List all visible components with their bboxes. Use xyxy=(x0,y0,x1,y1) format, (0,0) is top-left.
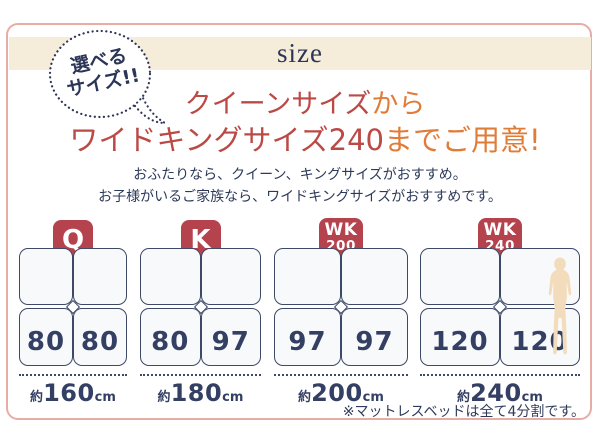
mattress-width-right: 97 xyxy=(341,308,408,366)
mattress-quadrant xyxy=(73,248,127,305)
badge-label: WK xyxy=(483,220,517,240)
headline-line1-accent: から xyxy=(371,89,426,120)
width-value: 200 xyxy=(311,379,363,407)
mattress-quadrant xyxy=(19,248,73,305)
bed-diagram-queen: Q 80 80 約160cm xyxy=(19,220,127,408)
mattress-quadrant xyxy=(140,248,201,305)
total-width-label: 約200cm xyxy=(274,379,408,407)
width-unit: cm xyxy=(521,390,543,405)
description: おふたりなら、クイーン、キングサイズがおすすめ。 お子様がいるご家族なら、ワイド… xyxy=(0,164,600,208)
headline-line2: ワイドキングサイズ240までご用意! xyxy=(5,122,600,158)
headline-line1-main: クイーンサイズ xyxy=(184,89,372,120)
mattress-width-left: 80 xyxy=(140,308,201,366)
headline-line2-accent: までご用意! xyxy=(383,123,541,157)
mattress-width-right: 97 xyxy=(200,308,261,366)
total-width-label: 約180cm xyxy=(140,379,261,407)
width-measure-line xyxy=(140,374,261,376)
mattress-width-right: 120 xyxy=(500,308,580,366)
width-value: 240 xyxy=(470,379,522,407)
width-unit: cm xyxy=(94,390,116,405)
width-unit: cm xyxy=(362,390,384,405)
approx-prefix: 約 xyxy=(298,390,312,405)
mattress-width-left: 120 xyxy=(420,308,500,366)
approx-prefix: 約 xyxy=(457,390,471,405)
mattress-grid: 97 97 xyxy=(274,248,408,367)
bed-diagram-king: K 80 97 約180cm xyxy=(140,220,261,408)
total-width-label: 約160cm xyxy=(19,379,127,407)
mattress-width-right: 80 xyxy=(73,308,127,366)
width-unit: cm xyxy=(222,390,244,405)
mattress-quadrant xyxy=(274,248,341,305)
description-line1: おふたりなら、クイーン、キングサイズがおすすめ。 xyxy=(133,167,467,183)
section-title: size xyxy=(277,38,323,68)
width-value: 180 xyxy=(170,379,223,407)
description-line2: お子様がいるご家族なら、ワイドキングサイズがおすすめです。 xyxy=(98,189,502,205)
person-silhouette-icon xyxy=(548,257,572,355)
speech-bubble-icon xyxy=(48,29,170,125)
bed-diagram-wideking-200: WK 200 97 97 約200cm xyxy=(274,218,408,408)
approx-prefix: 約 xyxy=(30,390,44,405)
width-measure-line xyxy=(274,374,408,376)
mattress-grid: 80 97 xyxy=(140,248,261,367)
mattress-grid: 80 80 xyxy=(19,248,127,367)
mattress-quadrant xyxy=(200,248,261,305)
badge-label: WK xyxy=(324,220,358,240)
headline-line1: クイーンサイズから xyxy=(5,88,600,122)
width-value: 160 xyxy=(43,379,95,407)
mattress-width-left: 97 xyxy=(274,308,341,366)
mattress-quadrant xyxy=(341,248,408,305)
width-measure-line xyxy=(19,374,127,376)
approx-prefix: 約 xyxy=(157,390,171,405)
badge-label: Q xyxy=(61,225,85,255)
headline-line2-main: ワイドキングサイズ240 xyxy=(69,123,384,157)
mattress-quadrant xyxy=(420,248,500,305)
footnote: ※マットレスベッドは全て4分割です。 xyxy=(342,404,585,420)
badge-label: K xyxy=(190,225,211,255)
headline: クイーンサイズから ワイドキングサイズ240までご用意! xyxy=(5,88,600,158)
total-width-label: 約240cm xyxy=(420,379,580,407)
width-measure-line xyxy=(420,374,580,376)
mattress-width-left: 80 xyxy=(19,308,73,366)
